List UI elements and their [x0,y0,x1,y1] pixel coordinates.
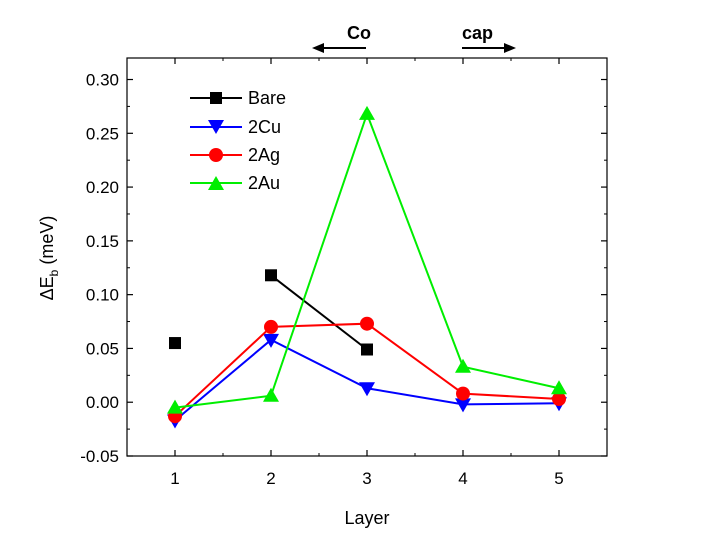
legend-entry-bare: Bare [190,88,286,108]
data-point-2au [167,399,183,414]
legend-entry-2au: 2Au [190,173,280,193]
x-tick-label: 3 [362,469,371,488]
series-line-bare [270,274,368,351]
annotation-cap-arrowhead [504,43,516,53]
legend-entry-2ag: 2Ag [190,145,280,165]
y-tick-label: 0.05 [86,339,119,358]
y-tick-label: 0.25 [86,124,119,143]
legend-marker-2cu [208,120,224,134]
data-point-2ag [264,319,278,334]
x-axis-ticks: 1 2 3 4 5 [170,58,564,488]
y-tick-label: 0.20 [86,178,119,197]
y-tick-label: 0.00 [86,393,119,412]
series-2au [167,105,567,414]
annotation-co-label: Co [347,23,371,43]
data-point-2cu [455,398,471,413]
y-axis-ticks: -0.05 0.00 0.05 0.10 0.15 0.20 0.25 0.30 [80,71,607,466]
y-axis-title: ΔEb (meV) [37,216,61,301]
legend-label-2cu: 2Cu [248,117,281,137]
data-point-2ag [360,316,374,331]
data-point-2cu [263,333,279,348]
annotation-co-arrowhead [312,43,324,53]
annotation-cap-label: cap [462,23,493,43]
x-tick-label: 4 [458,469,467,488]
x-tick-label: 2 [266,469,275,488]
data-point-2cu [359,382,375,397]
y-tick-label: 0.15 [86,232,119,251]
legend-entry-2cu: 2Cu [190,117,281,137]
x-axis-title: Layer [344,508,389,528]
legend-label-bare: Bare [248,88,286,108]
data-point-bare [169,337,181,350]
y-tick-label: 0.30 [86,71,119,90]
data-point-2au [359,105,375,120]
series-line-2ag [174,322,560,417]
data-point-2au [263,387,279,402]
data-point-2ag [552,391,566,406]
x-tick-label: 1 [170,469,179,488]
annotation-co: Co [312,23,371,53]
data-point-2au [551,380,567,395]
series-2ag [168,316,566,424]
legend: Bare 2Cu 2Ag 2Au [190,88,286,193]
y-tick-label: -0.05 [80,447,119,466]
y-tick-label: 0.10 [86,286,119,305]
legend-marker-2au [208,176,224,190]
legend-marker-bare [210,92,222,104]
annotation-cap: cap [462,23,516,53]
legend-label-2au: 2Au [248,173,280,193]
data-point-bare [265,269,277,282]
data-point-bare [361,343,373,356]
data-point-2au [455,358,471,373]
x-tick-label: 5 [554,469,563,488]
data-point-2ag [456,386,470,401]
legend-label-2ag: 2Ag [248,145,280,165]
series-bare [169,269,373,356]
series-layer [167,105,567,429]
legend-marker-2ag [209,148,223,162]
